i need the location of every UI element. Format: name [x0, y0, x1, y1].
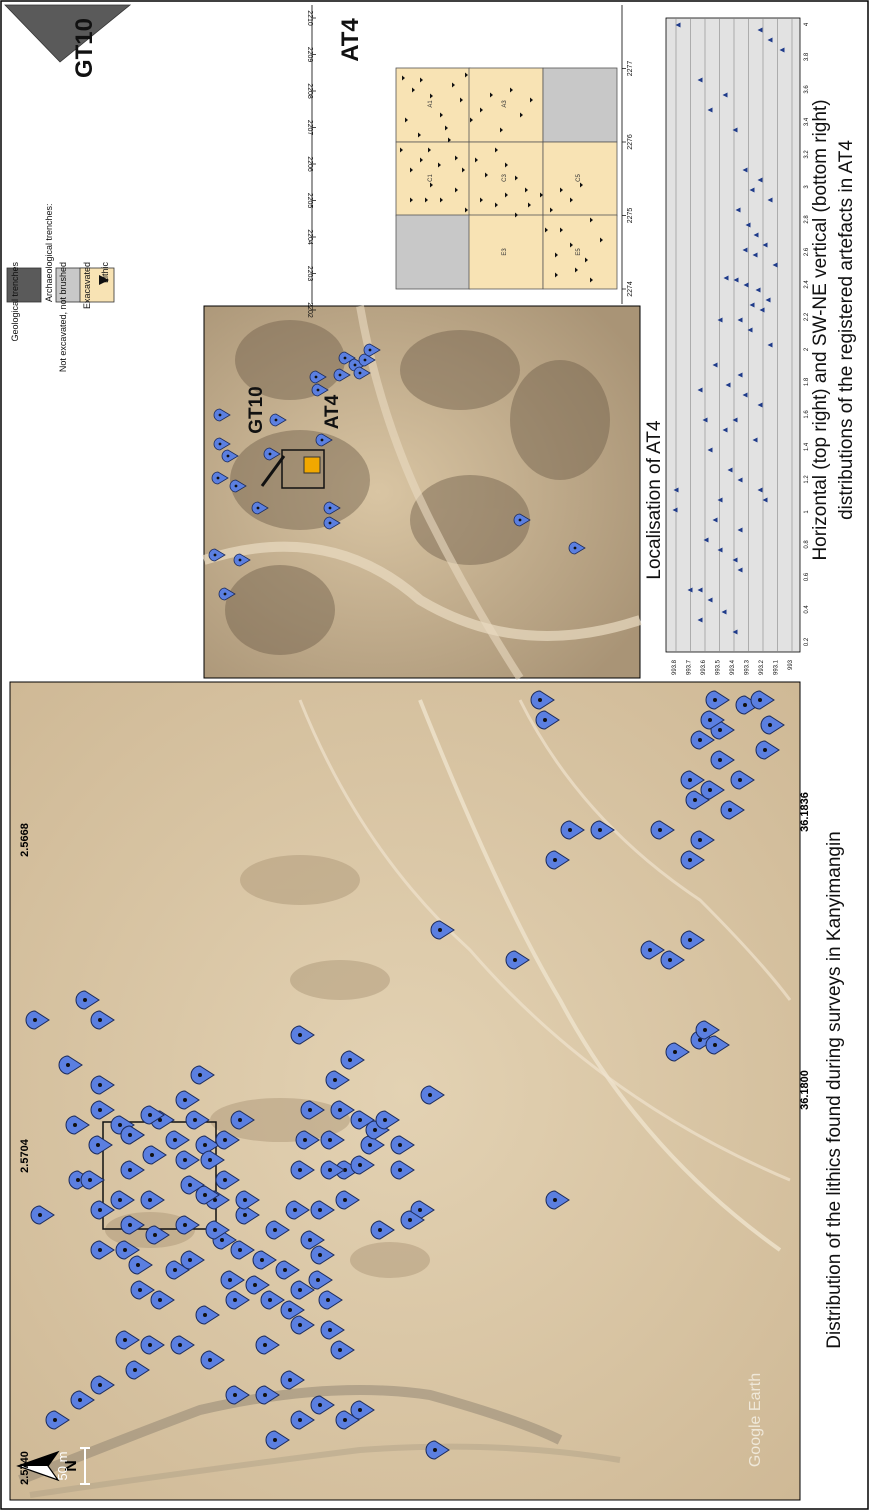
plan-x-tick: 2276 [627, 134, 634, 150]
lat-label: 2.5704 [19, 1138, 31, 1173]
plan-y-tick: 2203 [306, 266, 313, 282]
lon-label: 36.1800 [799, 1070, 811, 1110]
plan-grid: A1 A3 C1 C3 C5 E3 E5 [396, 68, 617, 289]
plan-square-label: C3 [502, 174, 508, 182]
inset-caption: Localisation of AT4 [644, 420, 665, 580]
plan-square-label: E3 [502, 248, 508, 256]
plan-y-tick: 2207 [306, 120, 313, 136]
plan-y-tick: 2208 [306, 83, 313, 99]
plan-square [396, 215, 470, 289]
vertical-caption-line2: distributions of the registered artefact… [836, 140, 857, 520]
vertical-z-tick: 993.1 [774, 659, 780, 675]
inset-gt10-label: GT10 [246, 386, 267, 434]
plan-y-tick: 2205 [306, 193, 313, 209]
scale-label: 50 m [55, 1452, 70, 1481]
at4-trench [304, 457, 320, 473]
vertical-d-tick: 0.2 [804, 637, 810, 646]
vertical-z-tick: 993.2 [759, 659, 765, 675]
vertical-d-tick: 0.6 [804, 572, 810, 581]
plan-x-tick: 2275 [627, 208, 634, 224]
vertical-d-tick: 3.8 [804, 52, 810, 61]
lat-label: 2.5740 [19, 1451, 31, 1485]
main-map-image [10, 682, 800, 1500]
vertical-z-tick: 993.4 [730, 659, 736, 675]
vertical-z-tick: 993.8 [672, 659, 678, 675]
plan-title: AT4 [337, 18, 364, 62]
vertical-z-tick: 993.6 [701, 659, 707, 675]
vertical-z-tick: 993.3 [745, 659, 751, 675]
lon-label: 36.1836 [799, 792, 811, 832]
vertical-d-tick: 0.4 [804, 605, 810, 614]
inset-at4-label: AT4 [322, 394, 343, 429]
plan-square-label: E5 [576, 248, 582, 256]
plan-x-tick: 2274 [627, 281, 634, 297]
google-earth-watermark: Google Earth [747, 1373, 764, 1467]
lat-label: 2.5668 [19, 823, 31, 857]
vertical-z-tick: 993.5 [716, 659, 722, 675]
vertical-d-tick: 3.6 [804, 85, 810, 94]
plan-square-label: A3 [502, 100, 508, 108]
plan-y-tick: 2204 [306, 229, 313, 245]
legend-geological-label: Geological trenches [10, 262, 20, 342]
main-map: N 50 m Google Earth 2.5740 2.5704 2.5668… [10, 682, 845, 1500]
legend-not-excavated-label: Not excavated, not brushed [58, 262, 68, 372]
inset-map: GT10 AT4 Localisation of AT4 [204, 306, 665, 678]
vertical-z-tick: 993.7 [687, 659, 693, 675]
vertical-z-tick: 993 [788, 659, 794, 670]
legend-excavated-label: Exacavated [82, 262, 92, 309]
vertical-caption-line1: Horizontal (top right) and SW-NE vertica… [810, 99, 831, 560]
plan-square [543, 68, 617, 142]
plan-square-label: C5 [576, 174, 582, 182]
main-map-caption: Distribution of the lithics found during… [824, 831, 845, 1349]
vertical-z-ticks: 993.8 993.7 993.6 993.5 993.4 993.3 993.2 993.1… [672, 659, 794, 675]
plan-square-label: C1 [428, 174, 434, 182]
plan-y-tick: 2202 [306, 302, 313, 318]
plan-square-label: A1 [428, 100, 434, 108]
legend-lithic-label: Lithic [100, 262, 110, 284]
plan-y-tick: 2210 [306, 10, 313, 26]
plan-y-tick: 2209 [306, 47, 313, 63]
vertical-plot-area [666, 18, 800, 652]
plan-gt10-label: GT10 [71, 18, 98, 78]
plan-x-tick: 2277 [627, 61, 634, 77]
legend-archaeological-label: Archaeological trenches: [44, 203, 54, 302]
plan-y-tick: 2206 [306, 156, 313, 172]
